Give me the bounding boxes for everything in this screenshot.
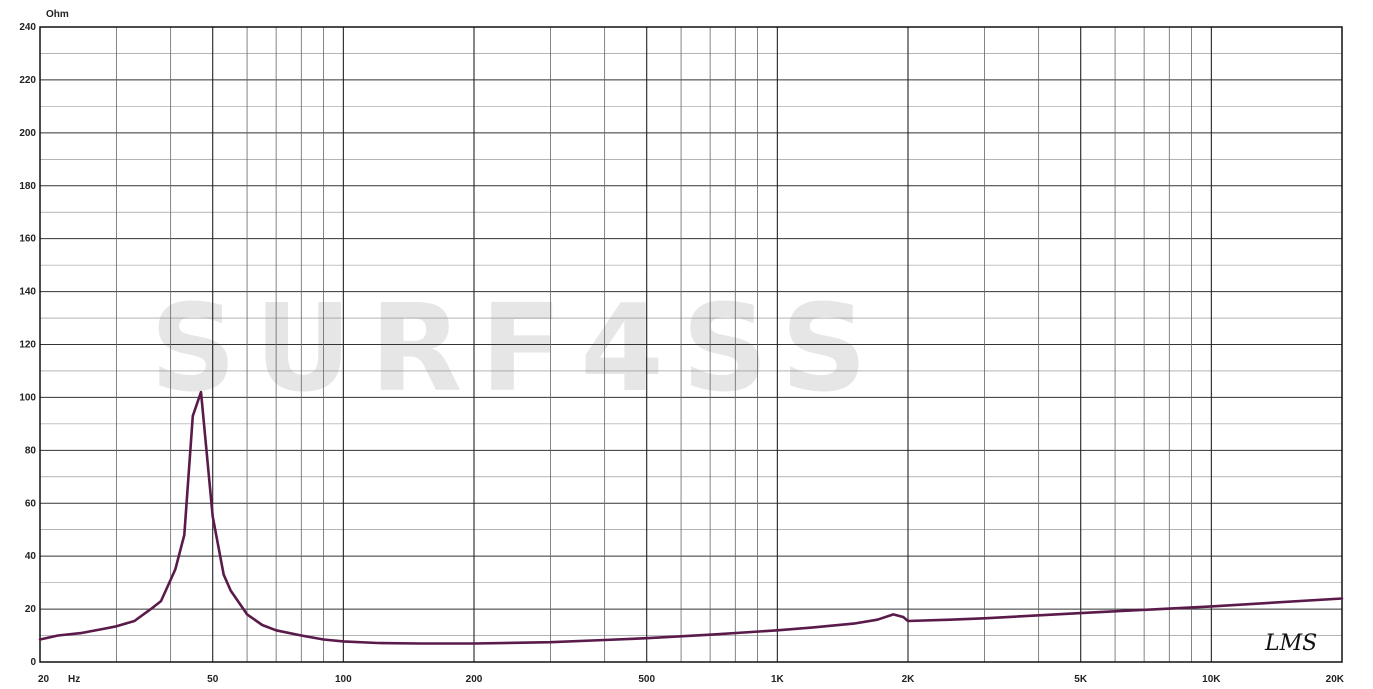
y-tick-label: 100 <box>19 392 36 403</box>
y-axis-unit: Ohm <box>46 9 69 20</box>
y-tick-label: 160 <box>19 234 36 245</box>
y-tick-label: 220 <box>19 75 36 86</box>
series-layer <box>38 390 1344 645</box>
watermark: SURF4SS <box>150 280 885 419</box>
y-tick-label: 140 <box>19 287 36 298</box>
x-axis-unit: Hz <box>68 674 80 685</box>
plot-frame <box>39 26 1343 663</box>
y-tick-label: 240 <box>19 22 36 33</box>
x-tick-label: 5K <box>1074 674 1088 685</box>
grid <box>40 27 1342 662</box>
y-tick-label: 80 <box>25 445 37 456</box>
x-axis-ticks: 20 50 100 200 500 1K 2K 5K 10K 20K <box>38 674 1345 685</box>
y-tick-label: 0 <box>30 657 36 668</box>
y-tick-label: 40 <box>25 551 37 562</box>
x-tick-label: 20 <box>38 674 50 685</box>
y-tick-label: 20 <box>25 604 37 615</box>
watermark-text: SURF4SS <box>150 280 885 419</box>
y-tick-label: 120 <box>19 340 36 351</box>
x-tick-label: 500 <box>638 674 655 685</box>
x-tick-label: 50 <box>207 674 219 685</box>
impedance-curve <box>38 390 1344 645</box>
y-tick-label: 60 <box>25 498 37 509</box>
x-tick-label: 10K <box>1202 674 1221 685</box>
lms-logo: LMS <box>1264 631 1317 656</box>
y-tick-label: 200 <box>19 128 36 139</box>
x-tick-label: 200 <box>466 674 483 685</box>
x-tick-label: 20K <box>1326 674 1345 685</box>
y-tick-label: 180 <box>19 181 36 192</box>
x-tick-label: 100 <box>335 674 352 685</box>
x-tick-label: 2K <box>902 674 916 685</box>
y-axis-ticks: 0 20 40 60 80 100 120 140 160 180 200 220 240 <box>19 22 36 668</box>
x-tick-label: 1K <box>771 674 785 685</box>
